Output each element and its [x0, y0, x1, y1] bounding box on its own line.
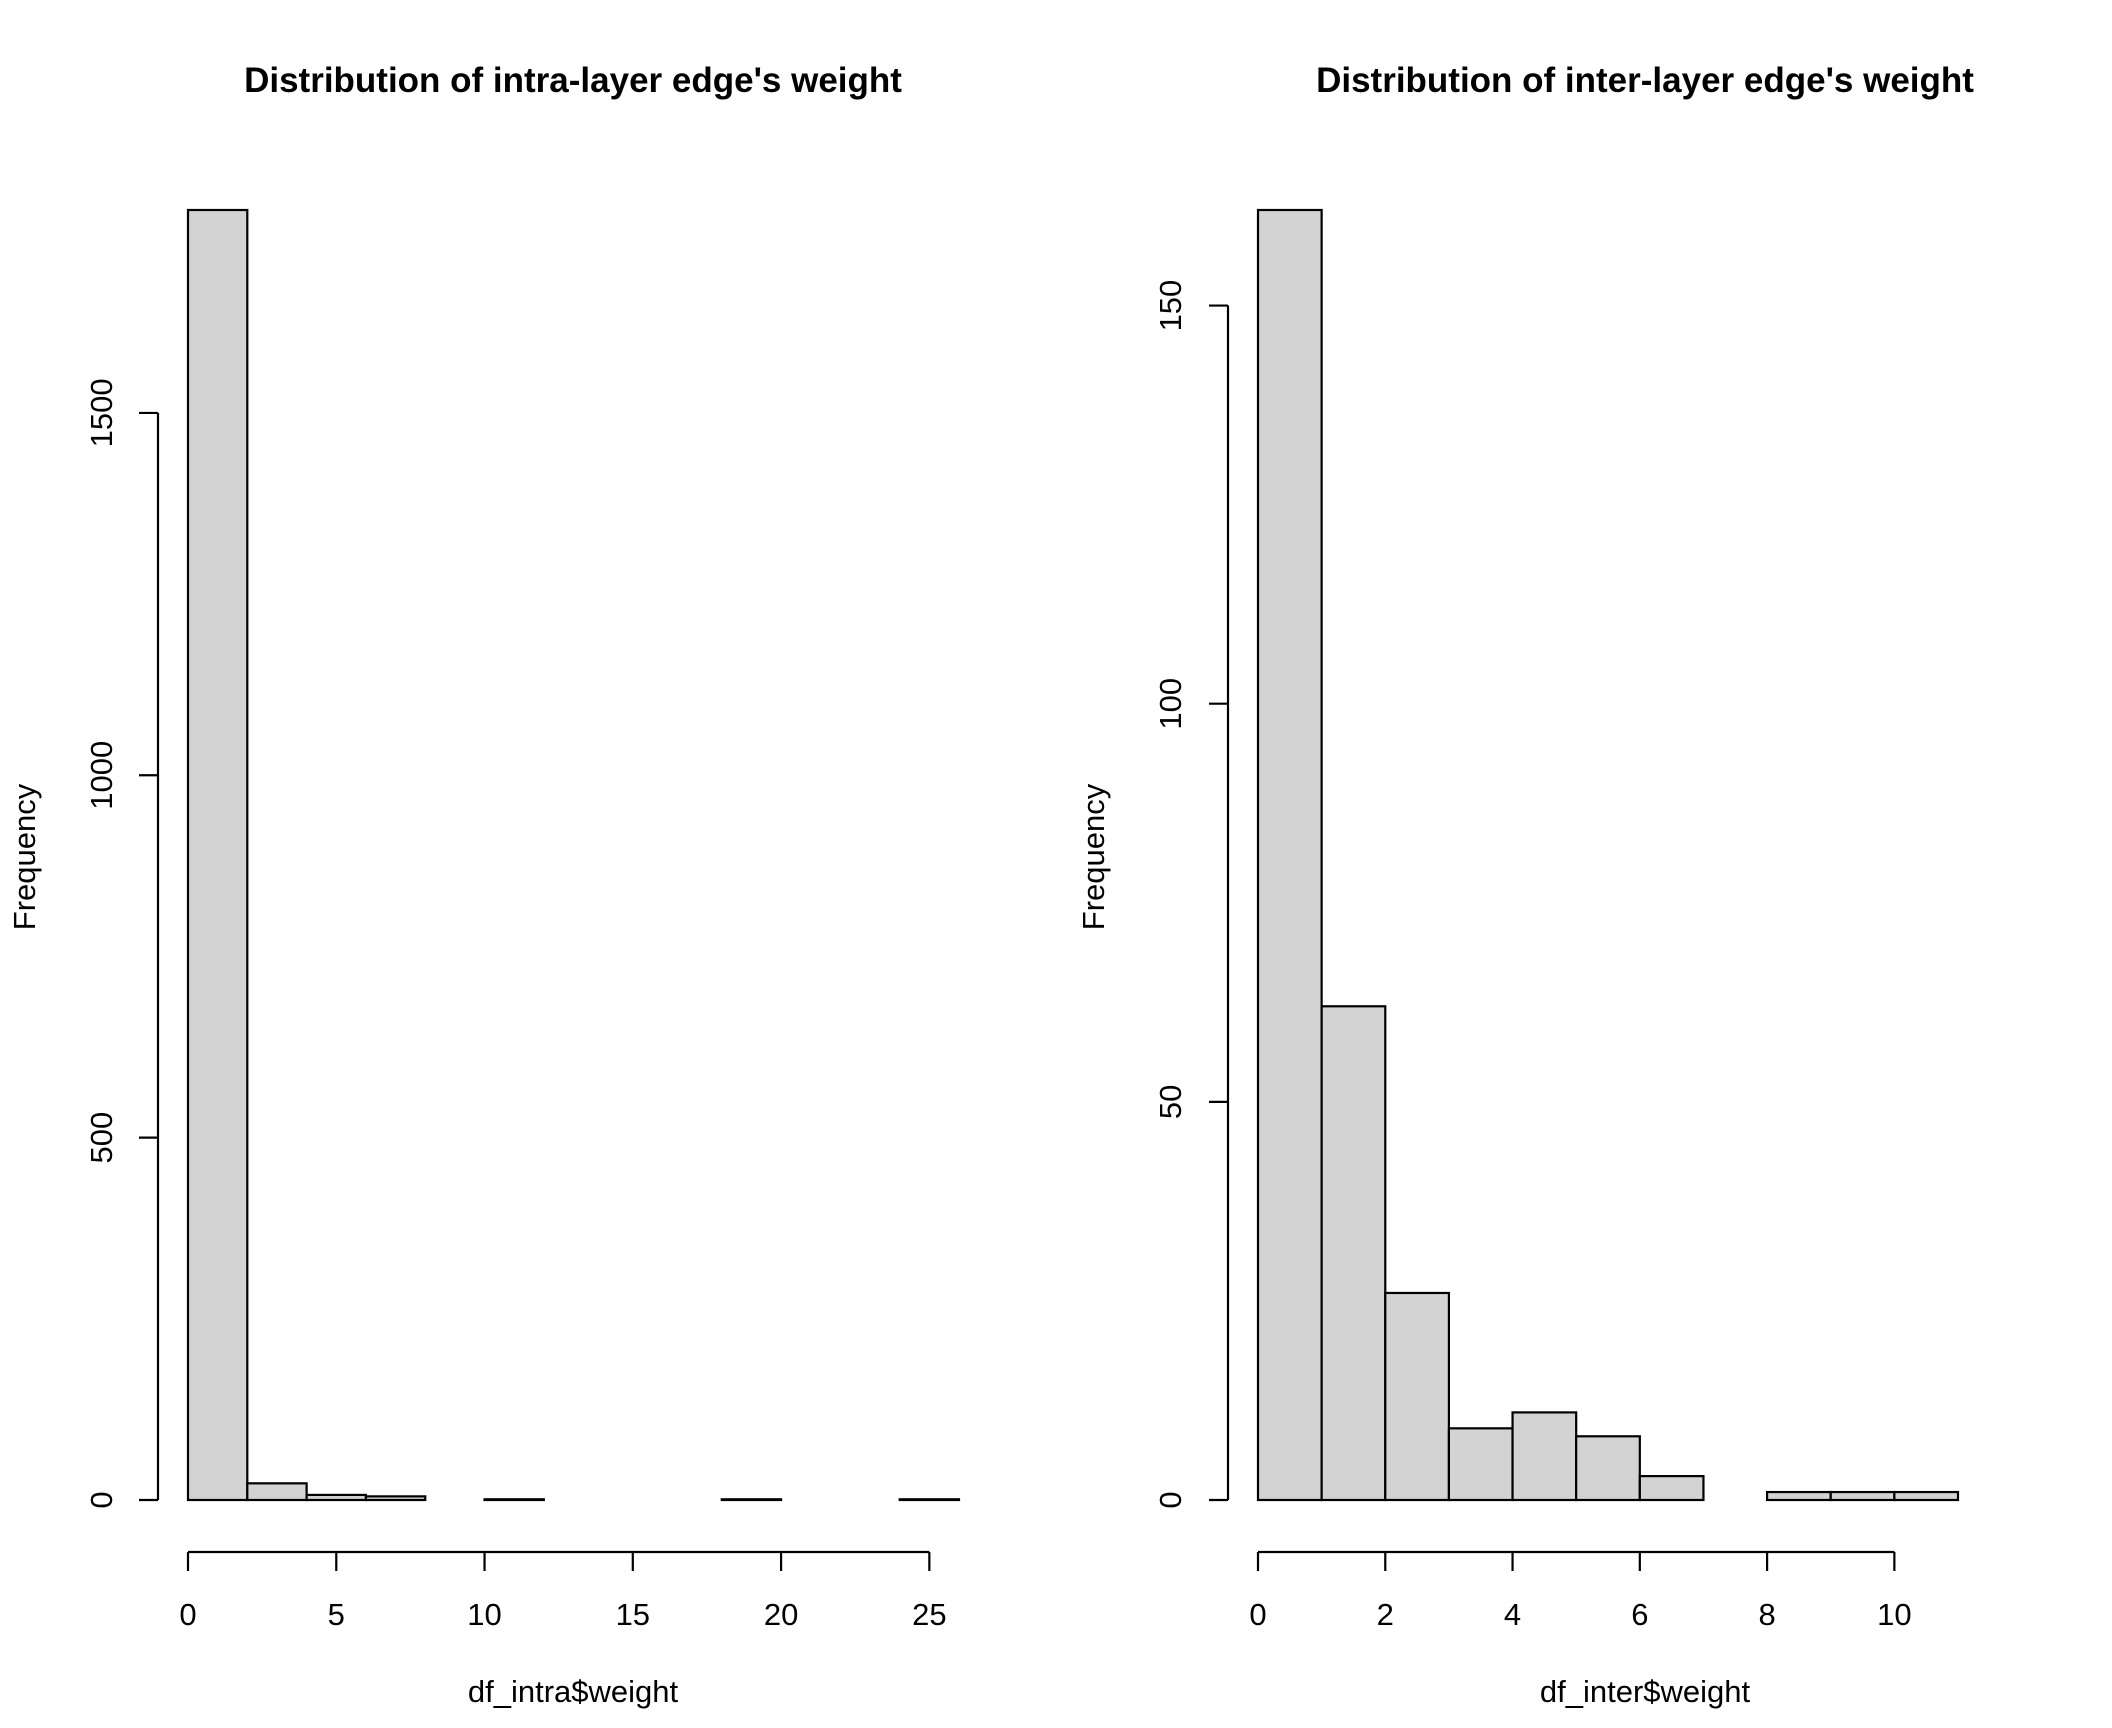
- x-axis-label: df_inter$weight: [1540, 1674, 1751, 1709]
- chart-panel-inter: Distribution of inter-layer edge's weigh…: [1076, 61, 1974, 1709]
- histogram-bar: [364, 1495, 427, 1502]
- bars-group: [1256, 208, 1960, 1502]
- y-tick-label: 100: [1153, 678, 1188, 730]
- histogram-bar: [246, 1482, 308, 1502]
- histogram-bar: [1893, 1490, 1960, 1502]
- chart-title: Distribution of intra-layer edge's weigh…: [244, 61, 902, 100]
- histogram-bar: [483, 1498, 545, 1502]
- x-axis-label: df_intra$weight: [468, 1674, 679, 1709]
- histogram-bar: [305, 1493, 368, 1502]
- x-tick-label: 10: [467, 1597, 501, 1632]
- histogram-bar: [1511, 1411, 1578, 1502]
- x-tick-label: 6: [1631, 1597, 1648, 1632]
- histogram-bar: [1256, 208, 1323, 1502]
- y-tick-label: 0: [1153, 1491, 1188, 1508]
- histogram-bar: [186, 208, 249, 1502]
- histogram-bar: [1384, 1291, 1451, 1502]
- y-tick-label: 1000: [84, 741, 119, 810]
- histogram-bar: [898, 1498, 961, 1502]
- x-axis: 0 2 4 6 8 10: [1249, 1550, 1912, 1632]
- y-tick-label: 50: [1153, 1085, 1188, 1119]
- histogram-bar: [1575, 1435, 1641, 1502]
- x-tick-label: 25: [912, 1597, 946, 1632]
- x-tick-label: 4: [1504, 1597, 1521, 1632]
- chart-title: Distribution of inter-layer edge's weigh…: [1316, 61, 1974, 100]
- x-tick-label: 5: [328, 1597, 345, 1632]
- y-axis: 0 50 100 150: [1153, 280, 1230, 1509]
- x-axis: 0 5 10 15 20 25: [179, 1550, 947, 1632]
- histogram-bar: [1320, 1005, 1387, 1502]
- histogram-bar: [720, 1498, 783, 1502]
- x-tick-label: 15: [616, 1597, 650, 1632]
- x-tick-label: 2: [1377, 1597, 1394, 1632]
- x-tick-label: 0: [179, 1597, 196, 1632]
- y-tick-label: 0: [84, 1491, 119, 1508]
- y-axis-label: Frequency: [7, 783, 42, 930]
- y-tick-label: 150: [1153, 280, 1188, 332]
- histogram-bar: [1829, 1490, 1896, 1502]
- y-tick-label: 1500: [84, 378, 119, 447]
- histogram-bar: [1765, 1490, 1832, 1502]
- y-tick-label: 500: [84, 1112, 119, 1164]
- y-axis-label: Frequency: [1076, 783, 1111, 930]
- x-tick-label: 10: [1877, 1597, 1911, 1632]
- x-tick-label: 0: [1249, 1597, 1266, 1632]
- histogram-bar: [1638, 1475, 1705, 1502]
- chart-panel-intra: Distribution of intra-layer edge's weigh…: [7, 61, 961, 1709]
- x-tick-label: 20: [764, 1597, 798, 1632]
- x-tick-label: 8: [1758, 1597, 1775, 1632]
- y-axis: 0 500 1000 1500: [84, 378, 160, 1509]
- histogram-bar: [1447, 1427, 1514, 1502]
- bars-group: [186, 208, 961, 1502]
